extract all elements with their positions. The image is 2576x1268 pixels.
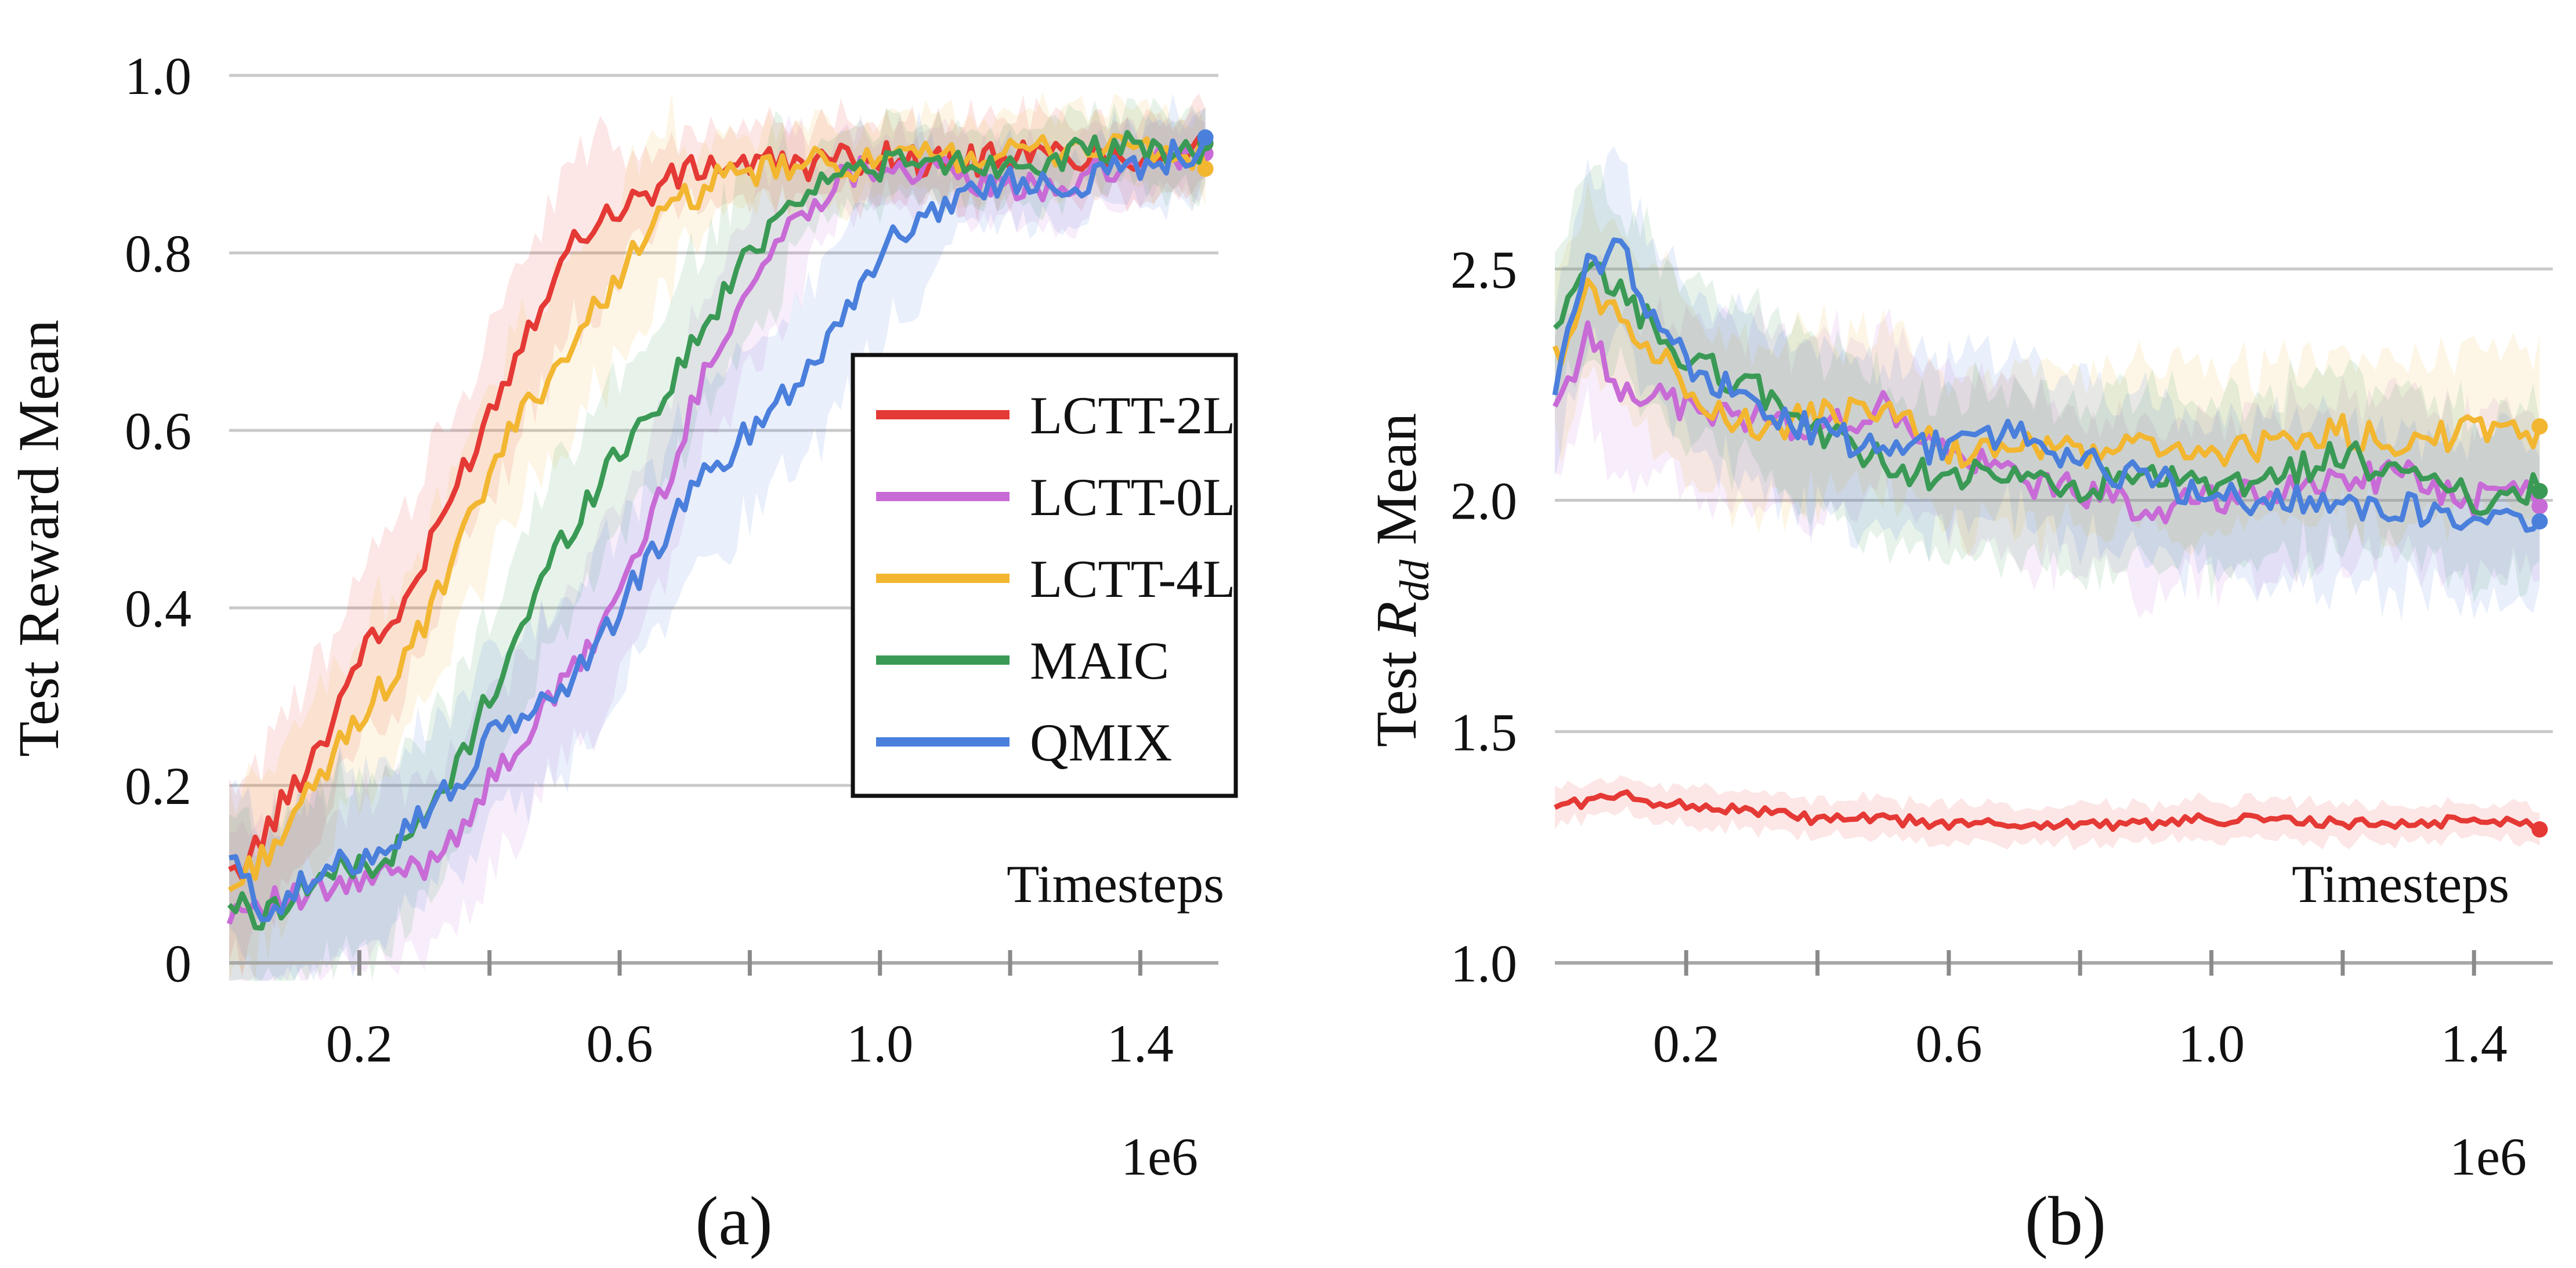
a-x-tick-label: 1.4 xyxy=(1107,1014,1174,1073)
b-series-line-lctt-2l xyxy=(1554,789,2541,832)
b-panel-label: (b) xyxy=(2025,1182,2106,1259)
panel-a: 0 0.2 0.4 0.6 0.8 1.0 0.2 0.6 1.0 1.4 Test Rewar… xyxy=(6,46,1238,1259)
legend-label-lctt-2l: LCTT-2L xyxy=(1030,386,1235,445)
a-band-lctt-0l xyxy=(229,109,1206,981)
a-band-maic xyxy=(229,97,1206,981)
a-y-tick-label: 0.8 xyxy=(125,224,191,283)
legend-label-lctt-4l: LCTT-4L xyxy=(1030,549,1235,608)
legend-label-lctt-0l: LCTT-0L xyxy=(1030,468,1235,527)
b-series-line-qmix xyxy=(1552,237,2542,533)
a-y-tick-label: 0.2 xyxy=(125,756,191,816)
panel-b: 1.01.52.02.5 0.2 0.6 1.0 1.4 Test Rdd Mean … xyxy=(1364,146,2553,1259)
a-series-lines xyxy=(226,129,1214,931)
b-x-tick-labels: 0.2 0.6 1.0 1.4 xyxy=(1653,1014,2508,1073)
b-band-lctt-2l xyxy=(1555,775,2540,851)
b-x-multiplier: 1e6 xyxy=(2450,1127,2527,1186)
b-series-end-lctt-4l xyxy=(2531,418,2548,435)
b-x-axis-label: Timesteps xyxy=(2292,854,2509,914)
b-y-tick-label: 2.5 xyxy=(1450,240,1517,299)
b-gridlines xyxy=(1555,267,2553,733)
b-y-label-suffix: Mean xyxy=(1364,413,1428,560)
b-x-tick-label: 1.4 xyxy=(2441,1014,2508,1073)
legend-label-qmix: QMIX xyxy=(1030,713,1172,772)
a-x-tick-labels: 0.2 0.6 1.0 1.4 xyxy=(326,1014,1174,1073)
a-series-end-lctt-4l xyxy=(1197,160,1214,177)
b-x-tick-label: 1.0 xyxy=(2178,1014,2245,1073)
a-series-end-qmix xyxy=(1197,129,1214,146)
b-series-lines xyxy=(1552,237,2548,838)
b-series-end-lctt-0l xyxy=(2531,498,2548,515)
a-series-line-lctt-0l xyxy=(226,143,1208,925)
a-y-tick-label: 1.0 xyxy=(125,46,191,106)
a-band-qmix xyxy=(229,93,1206,981)
b-series-end-qmix xyxy=(2531,513,2548,530)
a-y-axis-label: Test Reward Mean xyxy=(6,320,71,757)
a-series-line-lctt-4l xyxy=(227,133,1208,893)
b-y-tick-label: 1.5 xyxy=(1450,702,1517,762)
a-series-line-qmix xyxy=(229,136,1208,922)
b-y-tick-labels: 1.0 1.5 2.0 2.5 xyxy=(1450,240,1517,993)
b-x-tick-label: 0.2 xyxy=(1653,1014,1720,1073)
a-x-axis-label: Timesteps xyxy=(1007,854,1224,914)
b-y-tick-label: 2.0 xyxy=(1450,472,1517,531)
a-x-tick-label: 1.0 xyxy=(846,1014,913,1073)
b-y-label-prefix: Test xyxy=(1364,637,1428,747)
a-y-tick-label: 0.4 xyxy=(125,579,191,638)
b-series-line-maic xyxy=(1553,260,2542,516)
legend-entries: LCTT-2L LCTT-0L LCTT-4L MAIC QMIX xyxy=(876,386,1235,772)
legend-label-maic: MAIC xyxy=(1030,631,1169,690)
a-x-axis xyxy=(229,950,1218,976)
b-series-line-lctt-4l xyxy=(1552,277,2542,469)
legend: LCTT-2L LCTT-0L LCTT-4L MAIC QMIX xyxy=(851,353,1238,798)
b-y-label-var: R xyxy=(1364,602,1428,637)
a-x-multiplier: 1e6 xyxy=(1121,1127,1198,1186)
a-x-tick-label: 0.6 xyxy=(587,1014,653,1073)
a-y-tick-labels: 0 0.2 0.4 0.6 0.8 1.0 xyxy=(125,46,191,993)
b-x-axis xyxy=(1555,950,2553,976)
b-y-tick-label: 1.0 xyxy=(1450,934,1517,993)
a-y-tick-label: 0 xyxy=(165,934,191,993)
b-series-end-lctt-2l xyxy=(2531,821,2548,838)
a-panel-label: (a) xyxy=(695,1182,772,1259)
b-series-end-maic xyxy=(2531,483,2548,499)
b-y-axis-label: Test Rdd Mean xyxy=(1364,413,1438,747)
a-y-tick-label: 0.6 xyxy=(125,401,191,461)
a-x-tick-label: 0.2 xyxy=(326,1014,393,1073)
b-confidence-bands xyxy=(1555,146,2540,851)
b-y-label-sub: dd xyxy=(1391,559,1438,602)
b-x-tick-label: 0.6 xyxy=(1915,1014,1982,1073)
